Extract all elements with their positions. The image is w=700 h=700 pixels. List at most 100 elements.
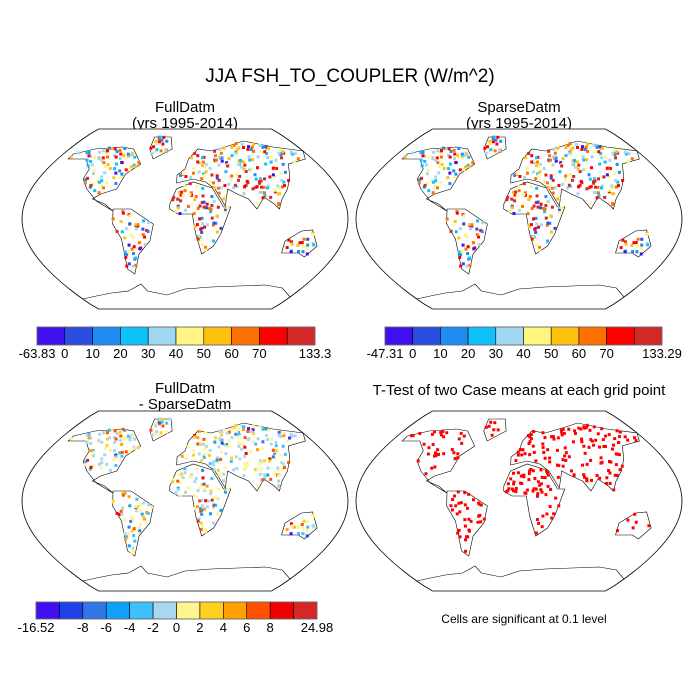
grid-cell [439, 430, 443, 434]
grid-cell [222, 443, 226, 447]
grid-cell [616, 180, 620, 184]
grid-cell [109, 429, 113, 433]
grid-cell [100, 179, 104, 183]
grid-cell [237, 162, 241, 166]
grid-cell [121, 506, 125, 510]
grid-cell [165, 421, 169, 425]
grid-cell [475, 233, 479, 237]
grid-cell [535, 194, 539, 198]
grid-cell [126, 154, 130, 158]
grid-cell [124, 227, 128, 231]
grid-cell [458, 227, 462, 231]
grid-cell [436, 161, 440, 165]
colorbar-tick-label: 40 [169, 346, 183, 361]
grid-cell [201, 442, 205, 446]
grid-cell [287, 238, 291, 242]
grid-cell [111, 499, 115, 503]
grid-cell [454, 230, 458, 234]
grid-cell [172, 195, 176, 199]
grid-cell [108, 167, 112, 171]
grid-cell [217, 191, 221, 195]
grid-cell [261, 191, 265, 195]
grid-cell [634, 520, 638, 524]
grid-cell [121, 211, 125, 215]
grid-cell [574, 165, 578, 169]
grid-cell [92, 168, 96, 172]
grid-cell [211, 239, 215, 243]
grid-cell [559, 161, 563, 165]
grid-cell [623, 240, 627, 244]
grid-cell [242, 167, 246, 171]
grid-cell [102, 161, 106, 165]
grid-cell [615, 150, 619, 154]
grid-cell [114, 463, 118, 467]
grid-cell [576, 192, 580, 196]
grid-cell [569, 469, 573, 473]
grid-cell [267, 428, 271, 432]
grid-cell [426, 155, 430, 159]
grid-cell [572, 473, 576, 477]
grid-cell [434, 451, 438, 455]
grid-cell [157, 422, 161, 426]
grid-cell [215, 176, 219, 180]
colorbar-box [203, 326, 232, 346]
grid-cell [612, 192, 616, 196]
grid-cell [212, 200, 216, 204]
grid-cell [196, 442, 200, 446]
grid-cell [246, 147, 250, 151]
grid-cell [439, 433, 443, 437]
grid-cell [132, 245, 136, 249]
grid-cell [128, 168, 132, 172]
grid-cell [215, 512, 219, 516]
grid-cell [592, 144, 596, 148]
grid-cell [580, 440, 584, 444]
colorbar-tick-label: 70 [599, 346, 613, 361]
grid-cell [196, 237, 200, 241]
grid-cell [181, 194, 185, 198]
grid-cell [246, 145, 250, 149]
grid-cell [230, 154, 234, 158]
grid-cell [434, 175, 438, 179]
grid-cell [479, 503, 483, 507]
grid-cell [100, 461, 104, 465]
grid-cell [179, 481, 183, 485]
grid-cell [538, 245, 542, 249]
grid-cell [538, 483, 542, 487]
grid-cell [636, 237, 640, 241]
grid-cell [592, 425, 596, 429]
grid-cell [113, 147, 117, 151]
grid-cell [277, 151, 281, 155]
grid-cell [227, 157, 231, 161]
colorbar-box [259, 326, 288, 346]
grid-cell [431, 180, 435, 184]
coastline-north-america [67, 146, 142, 212]
grid-cell [621, 238, 625, 242]
grid-cell [549, 487, 553, 491]
grid-cell [608, 471, 612, 475]
grid-cell [515, 194, 519, 198]
grid-cell [585, 425, 589, 429]
grid-cell [205, 505, 209, 509]
grid-cell [539, 468, 543, 472]
grid-cell [225, 161, 229, 165]
grid-cell [118, 156, 122, 160]
grid-cell [589, 478, 593, 482]
grid-cell [464, 538, 468, 542]
grid-cell [558, 210, 562, 214]
grid-cell [142, 501, 146, 505]
grid-cell [281, 150, 285, 154]
grid-cell [437, 165, 441, 169]
grid-cell [115, 229, 119, 233]
grid-cell [559, 428, 563, 432]
grid-cell [247, 437, 251, 441]
grid-cell [312, 525, 316, 529]
grid-cell [277, 468, 281, 472]
grid-cell [618, 468, 622, 472]
grid-cell [115, 432, 119, 436]
grid-cell [584, 146, 588, 150]
grid-cell [506, 195, 510, 199]
grid-cell [302, 245, 306, 249]
grid-cell [614, 179, 618, 183]
grid-cell [618, 430, 622, 434]
grid-cell [603, 195, 607, 199]
